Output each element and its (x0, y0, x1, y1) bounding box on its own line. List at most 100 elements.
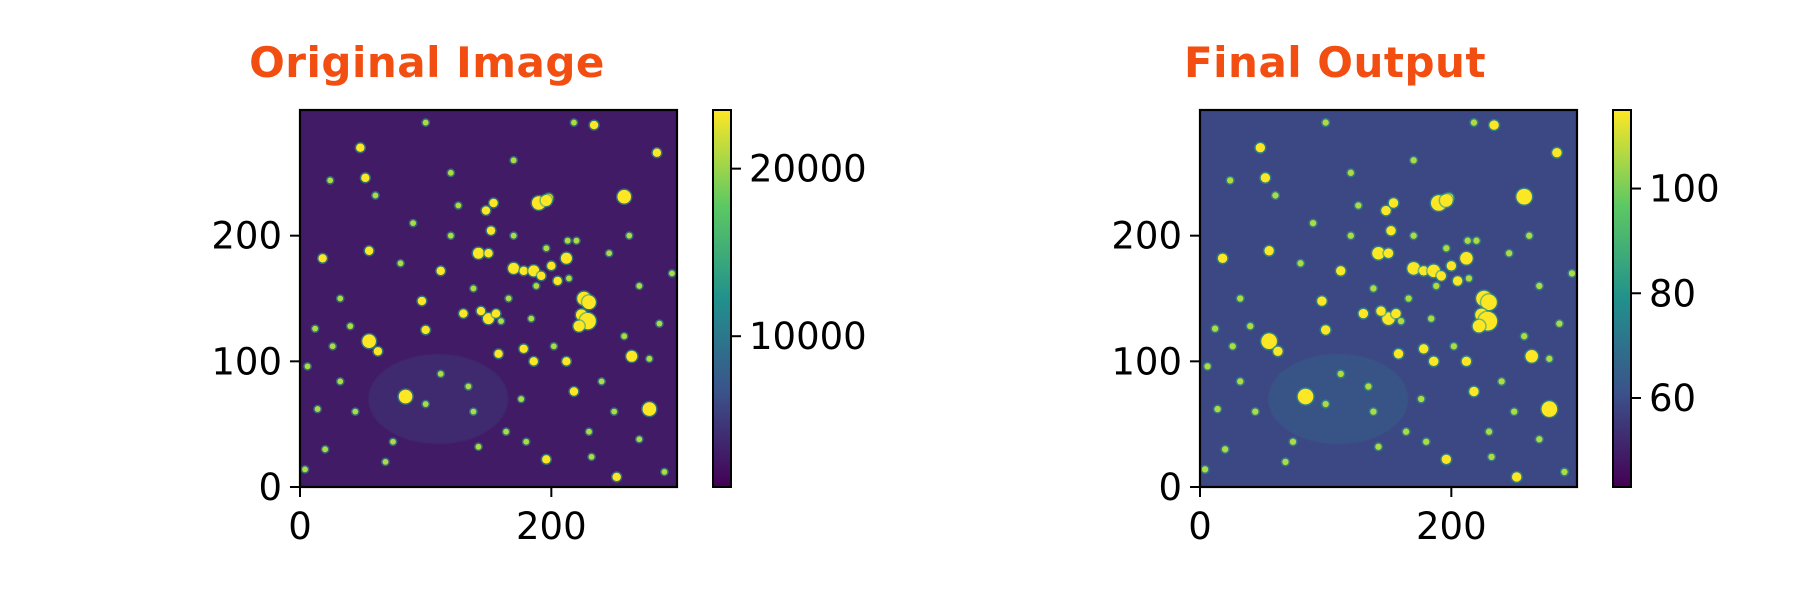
star-point (335, 377, 345, 386)
star-point (1567, 268, 1577, 279)
star-point (457, 307, 470, 320)
star-point (597, 377, 606, 386)
star-point (1463, 236, 1473, 246)
star-point (1346, 231, 1356, 241)
star-point (651, 147, 663, 159)
star-point (419, 324, 432, 336)
star-point (641, 400, 658, 418)
star-point (1401, 427, 1411, 437)
x-tick-label: 0 (1188, 505, 1212, 548)
star-point (501, 427, 511, 437)
star-point (634, 281, 644, 291)
panel-final: 0 200 0 100 200 60 80 100 (1111, 108, 1720, 548)
star-point (1519, 331, 1529, 341)
star-point (1250, 406, 1260, 417)
axes-frame (1198, 108, 1579, 489)
star-point (310, 324, 320, 334)
star-point (1464, 273, 1474, 284)
star-point (506, 261, 521, 276)
star-point (1438, 192, 1455, 209)
star-point (1471, 318, 1487, 334)
colorbar-tick-label: 100 (1649, 168, 1720, 211)
star-point (421, 399, 431, 409)
image-background (1200, 110, 1577, 487)
star-point (1396, 316, 1406, 326)
star-point (1259, 171, 1272, 185)
star-point (325, 175, 335, 185)
star-point (446, 231, 456, 241)
star-point (1403, 293, 1414, 304)
star-point (509, 231, 519, 241)
star-point (1540, 399, 1559, 419)
star-point (485, 224, 497, 237)
star-point (545, 260, 558, 272)
star-point (1421, 437, 1431, 447)
colorbar (712, 109, 732, 488)
star-point (1496, 376, 1507, 387)
star-point (1408, 155, 1419, 165)
star-point (1210, 324, 1220, 334)
star-point (328, 341, 338, 351)
x-tick-label: 200 (516, 505, 587, 548)
star-point (1235, 376, 1245, 387)
star-point (568, 385, 580, 398)
star-point (1559, 467, 1570, 477)
star-point (1353, 200, 1363, 211)
star-point (421, 118, 431, 127)
star-point (1308, 218, 1318, 228)
star-point (1254, 141, 1267, 154)
star-point (436, 369, 446, 379)
star-point (1514, 187, 1534, 207)
nebula-region (1268, 354, 1409, 445)
star-point (1469, 117, 1479, 128)
star-point (535, 270, 547, 282)
star-point (1544, 354, 1555, 364)
star-point (1212, 404, 1223, 414)
star-point (480, 204, 492, 217)
y-tick-label: 100 (1111, 340, 1182, 383)
star-point (1426, 313, 1436, 324)
star-point (1235, 293, 1245, 304)
y-tick-label: 100 (211, 340, 282, 383)
star-point (1259, 331, 1279, 351)
star-point (1451, 274, 1464, 288)
star-point (1389, 307, 1403, 320)
star-point (1504, 248, 1514, 258)
colorbar-tick-label: 20000 (749, 148, 867, 191)
star-point (1440, 453, 1453, 466)
star-point (610, 471, 623, 483)
colorbar-tick-label: 60 (1649, 377, 1696, 420)
star-point (303, 361, 312, 371)
star-point (1315, 294, 1329, 308)
star-point (1460, 355, 1473, 368)
star-point (482, 247, 495, 259)
star-point (1379, 204, 1393, 217)
star-point (1202, 361, 1213, 372)
star-point (509, 155, 519, 165)
star-point (572, 236, 581, 246)
star-point (363, 245, 375, 257)
y-tick-label: 0 (258, 466, 282, 509)
star-point (1534, 281, 1544, 291)
star-point (1431, 281, 1441, 291)
star-point (487, 197, 500, 209)
star-point (1416, 394, 1426, 404)
star-point (469, 407, 478, 416)
star-point (1471, 236, 1482, 246)
star-point (1373, 442, 1384, 452)
star-point (1384, 224, 1398, 237)
star-point (521, 437, 531, 447)
star-point (1408, 231, 1419, 241)
star-point (1262, 244, 1276, 257)
star-point (504, 294, 514, 303)
star-point (316, 252, 329, 264)
star-point (551, 275, 564, 287)
nebula-region (368, 354, 509, 445)
star-point (1405, 260, 1422, 277)
x-tick-label: 200 (1416, 505, 1487, 548)
star-point (471, 246, 486, 261)
star-point (1524, 348, 1540, 365)
star-point (667, 268, 677, 278)
star-point (1295, 258, 1306, 268)
star-point (1225, 175, 1235, 186)
